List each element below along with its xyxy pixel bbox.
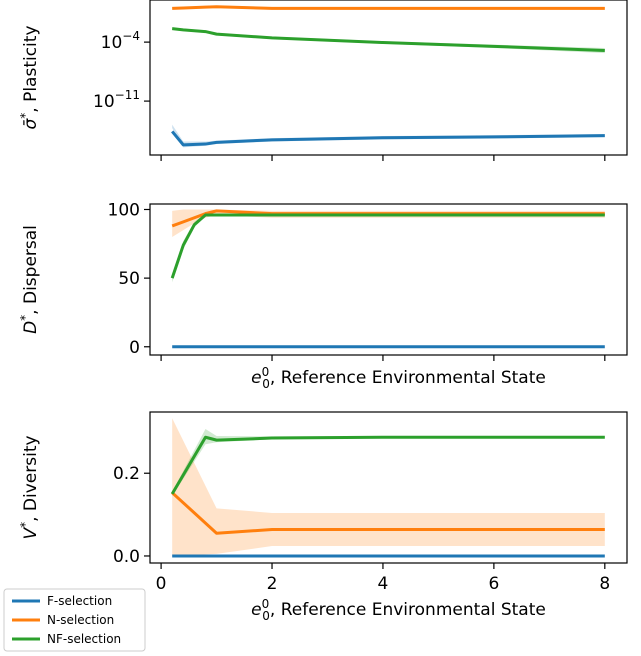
- y-tick-label: 100: [108, 200, 140, 220]
- y-axis-label: V*, Diversity: [18, 435, 41, 539]
- x-axis-label: e0 0, Reference Environmental State: [251, 365, 546, 391]
- y-tick-label: 0.2: [113, 464, 140, 484]
- legend-label: F-selection: [47, 594, 112, 608]
- legend-label: N-selection: [47, 613, 114, 627]
- axes-frame: [149, 0, 628, 156]
- series-line-f-selection: [171, 130, 605, 147]
- x-tick-label: 2: [267, 574, 278, 594]
- axes-frame: [149, 411, 628, 564]
- legend-item: NF-selection: [12, 632, 121, 646]
- series-line-n-selection: [171, 491, 605, 535]
- subplot-3: 0 2 4 6 8 0.0 0.2 V*, Diversity e0 0, Reference E…: [18, 411, 628, 623]
- legend-item: F-selection: [12, 594, 112, 608]
- legend-item: N-selection: [12, 613, 114, 627]
- x-tick-label: 4: [378, 574, 389, 594]
- legend-label: NF-selection: [47, 632, 121, 646]
- series-line-nf-selection: [172, 27, 605, 53]
- y-tick-label: 10−4: [101, 29, 140, 53]
- y-tick-label: 0.0: [113, 547, 140, 567]
- series-line-nf-selection: [170, 213, 605, 279]
- y-axis-label: σ̄*, Plasticity: [18, 25, 41, 129]
- confidence-band-nf-selection: [172, 428, 605, 496]
- plot-area: [170, 418, 605, 558]
- confidence-band-n-selection: [172, 418, 605, 556]
- subplot-1: 10−4 10−11 σ̄*, Plasticity: [18, 0, 628, 161]
- legend-box: [3, 588, 146, 652]
- x-tick-label: 6: [488, 574, 499, 594]
- axes-frame: [149, 203, 628, 356]
- series-line-n-selection: [172, 5, 605, 10]
- plot-area: [171, 5, 605, 148]
- y-tick-label: 50: [118, 269, 140, 289]
- x-axis-label: e0 0, Reference Environmental State: [251, 597, 546, 623]
- x-tick-label: 8: [599, 574, 610, 594]
- x-tick-label: 0: [156, 574, 167, 594]
- y-tick-label: 0: [129, 338, 140, 358]
- y-axis-label: D*, Dispersal: [18, 225, 41, 334]
- confidence-band-f-selection: [172, 124, 605, 148]
- y-tick-label: 10−11: [93, 88, 140, 112]
- series-line-nf-selection: [170, 435, 605, 495]
- plot-area: [170, 209, 605, 349]
- subplot-2: 0 50 100 D*, Dispersal e0 0, Reference Enviro…: [18, 200, 628, 391]
- legend: F-selection N-selection NF-selection: [3, 588, 146, 652]
